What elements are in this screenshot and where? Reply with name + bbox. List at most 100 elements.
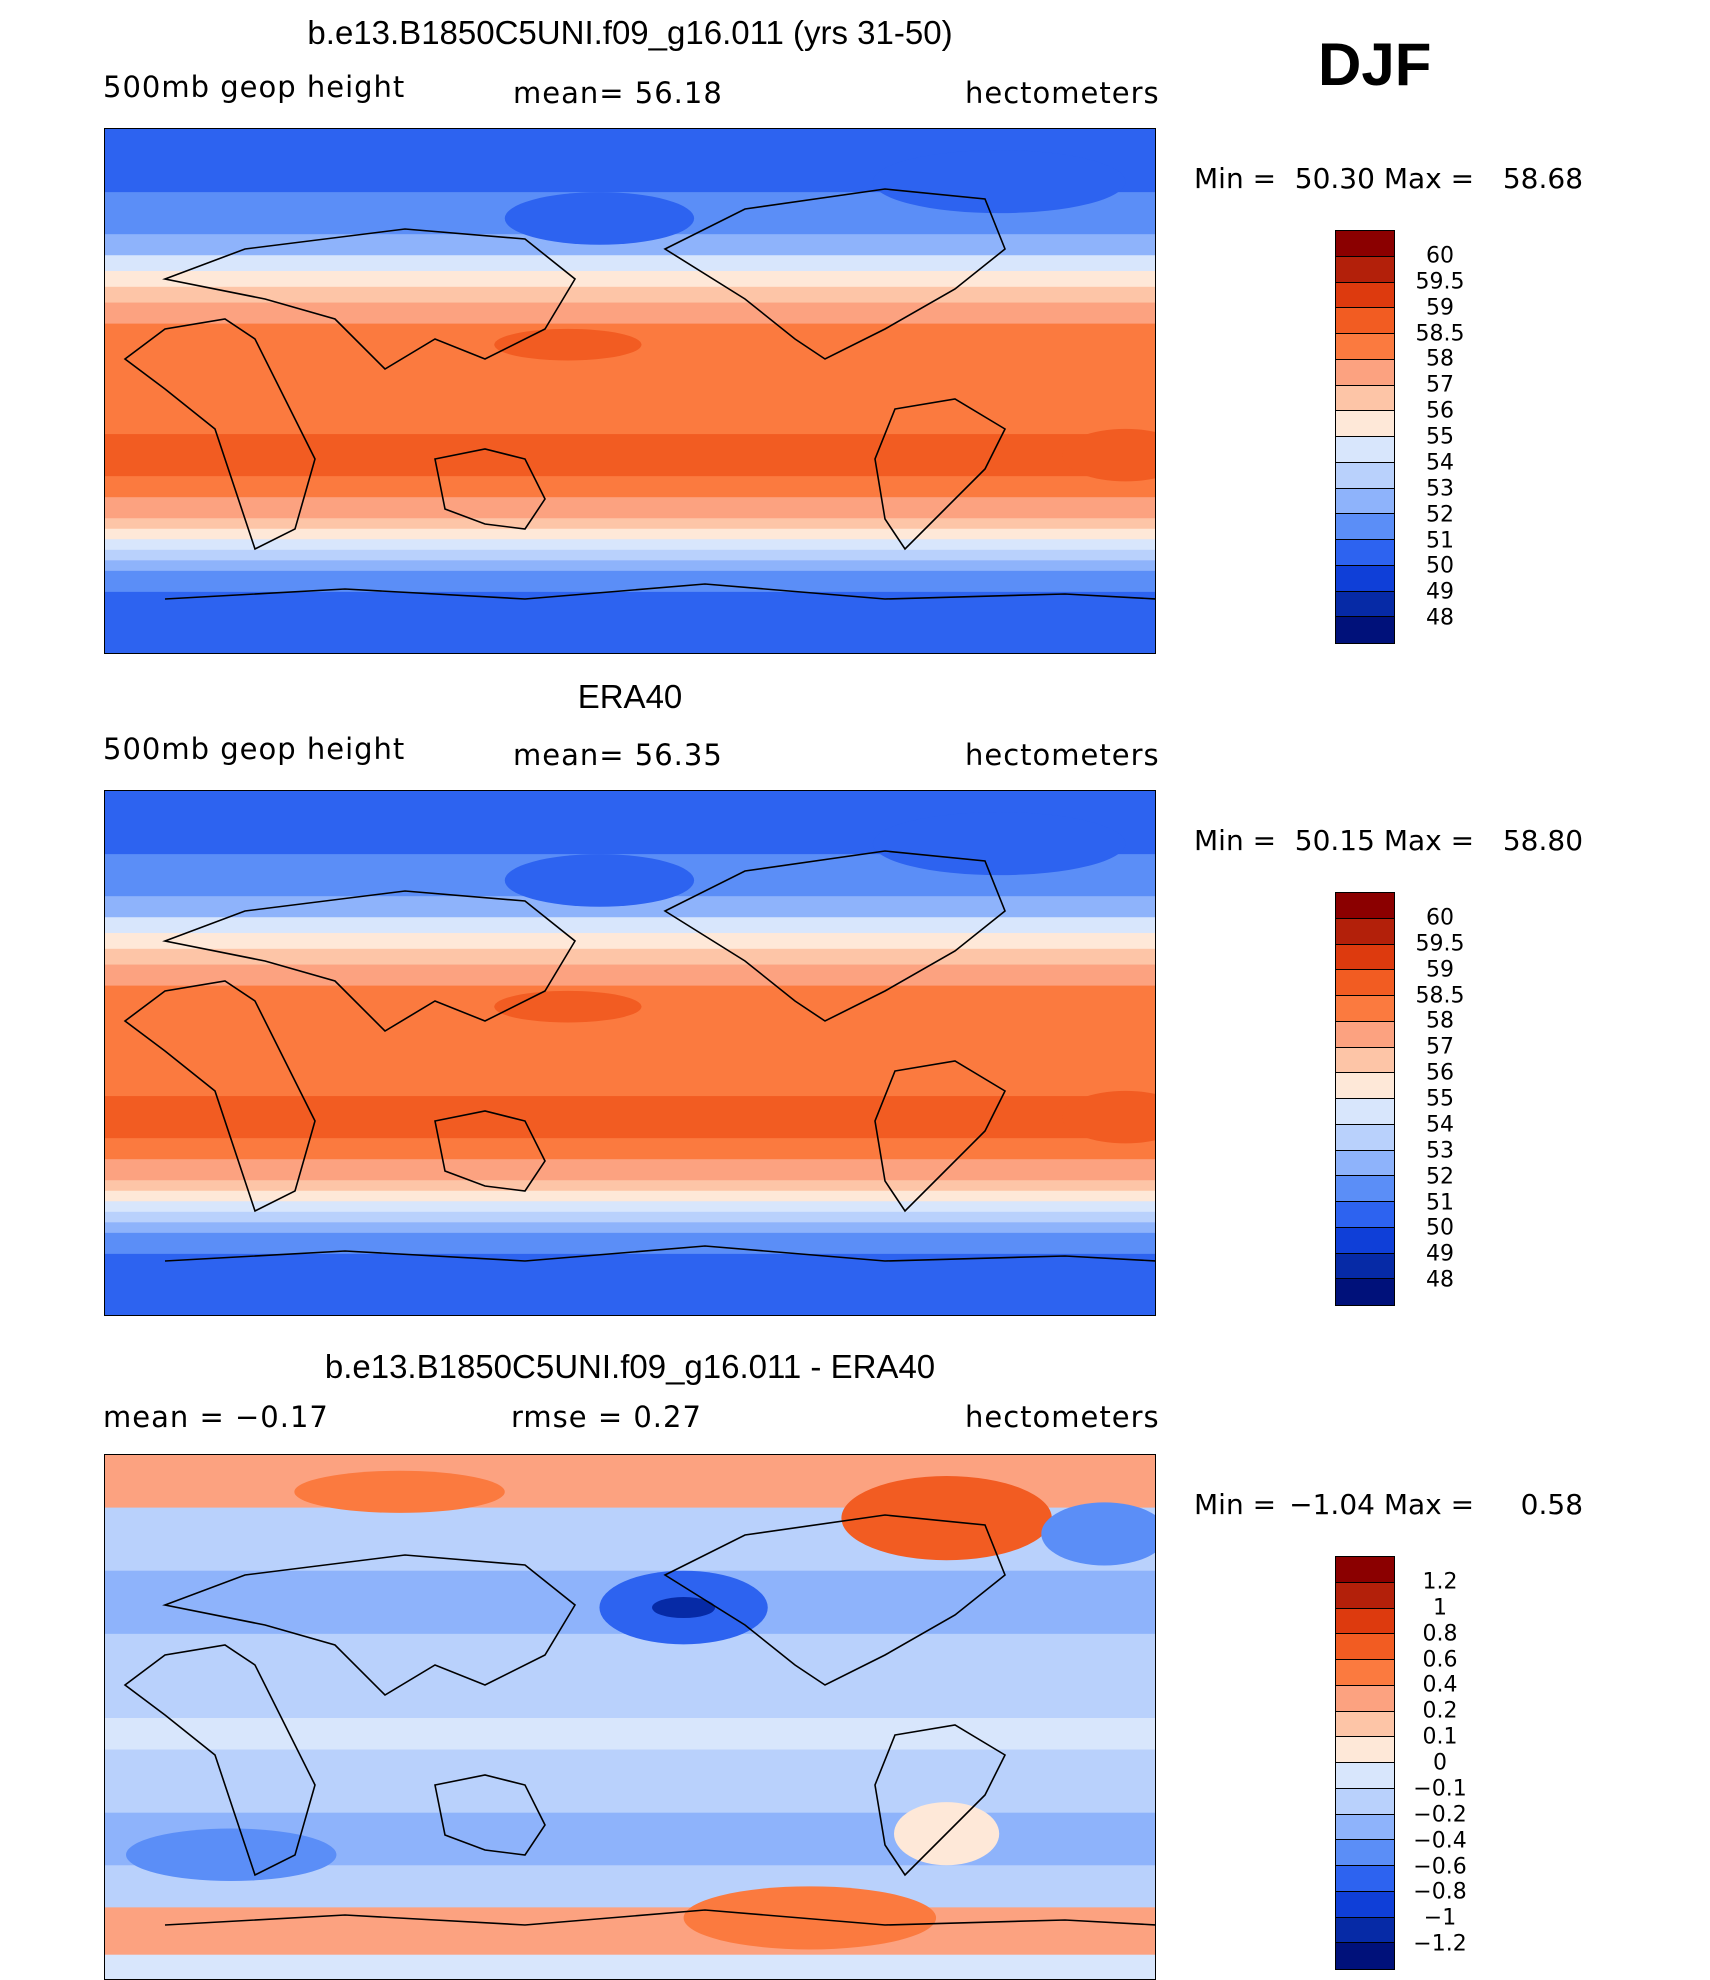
map-band bbox=[105, 560, 1155, 572]
colorbar-segment bbox=[1336, 1253, 1394, 1280]
colorbar-tick-label: 56 bbox=[1426, 1060, 1454, 1086]
colorbar-segment bbox=[1336, 1866, 1394, 1892]
colorbar-segment bbox=[1336, 996, 1394, 1022]
colorbar-segment bbox=[1336, 359, 1394, 386]
colorbar-segment bbox=[1336, 1021, 1394, 1048]
max-label: Max = bbox=[1383, 824, 1475, 857]
map-band bbox=[105, 1718, 1155, 1751]
min-max-readout: Min = 50.15 Max = 58.80 bbox=[1194, 824, 1583, 857]
map-band bbox=[105, 476, 1155, 499]
colorbar-segment bbox=[1336, 1150, 1394, 1177]
map-band bbox=[105, 570, 1155, 593]
colorbar-tick-label: 51 bbox=[1426, 1190, 1454, 1215]
colorbar-segment bbox=[1336, 1917, 1394, 1944]
colorbar-segment bbox=[1336, 308, 1394, 334]
map-band bbox=[105, 1749, 1155, 1814]
colorbar-segment bbox=[1336, 1202, 1394, 1228]
colorbar-tick-label: 52 bbox=[1426, 1164, 1454, 1190]
map-band bbox=[105, 1138, 1155, 1161]
colorbar-segment bbox=[1336, 1737, 1394, 1763]
map-feature bbox=[494, 328, 642, 361]
colorbar-tick-label: 60 bbox=[1426, 905, 1454, 931]
colorbar-tick-label: 59.5 bbox=[1415, 931, 1465, 957]
map-feature bbox=[872, 812, 1126, 876]
colorbar-tick-label: 0.8 bbox=[1422, 1621, 1458, 1647]
colorbar-tick-label: 0.2 bbox=[1422, 1698, 1458, 1724]
colorbar-segment bbox=[1336, 1099, 1394, 1125]
map-diff bbox=[104, 1454, 1156, 1980]
colorbar-tick-label: 48 bbox=[1426, 605, 1454, 631]
colorbar-tick-label: 59 bbox=[1426, 295, 1454, 321]
colorbar-segment bbox=[1336, 1891, 1394, 1918]
colorbar-tick-label: 52 bbox=[1426, 502, 1454, 528]
colorbar-segment bbox=[1336, 1788, 1394, 1815]
colorbar-segment bbox=[1336, 565, 1394, 592]
colorbar-tick-label: 59 bbox=[1426, 957, 1454, 983]
colorbar-segment bbox=[1336, 944, 1394, 971]
coastline bbox=[663, 1514, 1006, 1686]
colorbar-tick-label: 59.5 bbox=[1415, 269, 1465, 295]
colorbar-tick-label: 49 bbox=[1426, 1241, 1454, 1267]
map-obs bbox=[104, 790, 1156, 1316]
colorbar-segment bbox=[1336, 1176, 1394, 1202]
min-value: −1.04 bbox=[1289, 1488, 1375, 1521]
colorbar-segment bbox=[1336, 514, 1394, 540]
colorbar-tick-label: 56 bbox=[1426, 398, 1454, 424]
colorbar-tick-label: −1.2 bbox=[1413, 1931, 1467, 1957]
coastline bbox=[663, 188, 1006, 360]
colorbar-tick-label: 0 bbox=[1433, 1750, 1447, 1776]
coastline bbox=[164, 583, 1155, 600]
map-feature bbox=[1062, 428, 1155, 482]
map-band bbox=[105, 1232, 1155, 1255]
coastline bbox=[434, 1110, 546, 1192]
map-band bbox=[105, 1253, 1155, 1315]
colorbar-segment bbox=[1336, 1608, 1394, 1635]
colorbar-segment bbox=[1336, 540, 1394, 566]
colorbar-tick-label: 57 bbox=[1426, 372, 1454, 398]
mean-label: mean= 56.35 bbox=[513, 738, 723, 772]
colorbar-tick-label: 58 bbox=[1426, 346, 1454, 372]
map-band bbox=[105, 964, 1155, 987]
map-band bbox=[105, 917, 1155, 935]
map-feature bbox=[504, 854, 695, 907]
map-band bbox=[105, 933, 1155, 950]
colorbar-tick-label: 54 bbox=[1426, 450, 1454, 476]
colorbar-segment bbox=[1336, 385, 1394, 412]
colorbar-segment bbox=[1336, 437, 1394, 463]
map-band bbox=[105, 234, 1155, 257]
map-band bbox=[105, 1201, 1155, 1213]
map-band bbox=[105, 497, 1155, 520]
coastline bbox=[123, 980, 316, 1213]
min-label: Min = bbox=[1194, 824, 1277, 857]
colorbar-segment bbox=[1336, 1685, 1394, 1712]
colorbar-tick-label: 54 bbox=[1426, 1112, 1454, 1138]
coastline bbox=[874, 1724, 1007, 1877]
colorbar-tick-label: 1 bbox=[1433, 1595, 1447, 1621]
coastline bbox=[434, 1774, 546, 1856]
map-model bbox=[104, 128, 1156, 654]
map-band bbox=[105, 434, 1155, 478]
colorbar-tick-label: 55 bbox=[1426, 1086, 1454, 1112]
colorbar-tick-label: 50 bbox=[1426, 553, 1454, 579]
colorbar-tick-label: −0.6 bbox=[1413, 1854, 1467, 1879]
colorbar-tick-label: 1.2 bbox=[1422, 1569, 1458, 1595]
colorbar-segment bbox=[1336, 918, 1394, 945]
coastline bbox=[434, 448, 546, 530]
map-band bbox=[105, 1096, 1155, 1140]
colorbar-segment bbox=[1336, 256, 1394, 283]
panel-title: b.e13.B1850C5UNI.f09_g16.011 - ERA40 bbox=[324, 1348, 936, 1385]
variable-label: 500mb geop height bbox=[103, 732, 406, 766]
colorbar-tick-label: 58.5 bbox=[1415, 321, 1465, 346]
colorbar-segment bbox=[1336, 1227, 1394, 1254]
colorbar-tick-label: 53 bbox=[1426, 476, 1454, 502]
map-band bbox=[105, 1222, 1155, 1234]
colorbar bbox=[1335, 892, 1395, 1306]
colorbar-segment bbox=[1336, 231, 1394, 257]
coastline bbox=[162, 228, 577, 371]
coastline bbox=[874, 1060, 1007, 1213]
map-band bbox=[105, 518, 1155, 530]
map-band bbox=[105, 1954, 1155, 1979]
colorbar-tick-label: 53 bbox=[1426, 1138, 1454, 1164]
max-label: Max = bbox=[1383, 162, 1475, 195]
colorbar-tick-label: 58.5 bbox=[1415, 983, 1465, 1008]
